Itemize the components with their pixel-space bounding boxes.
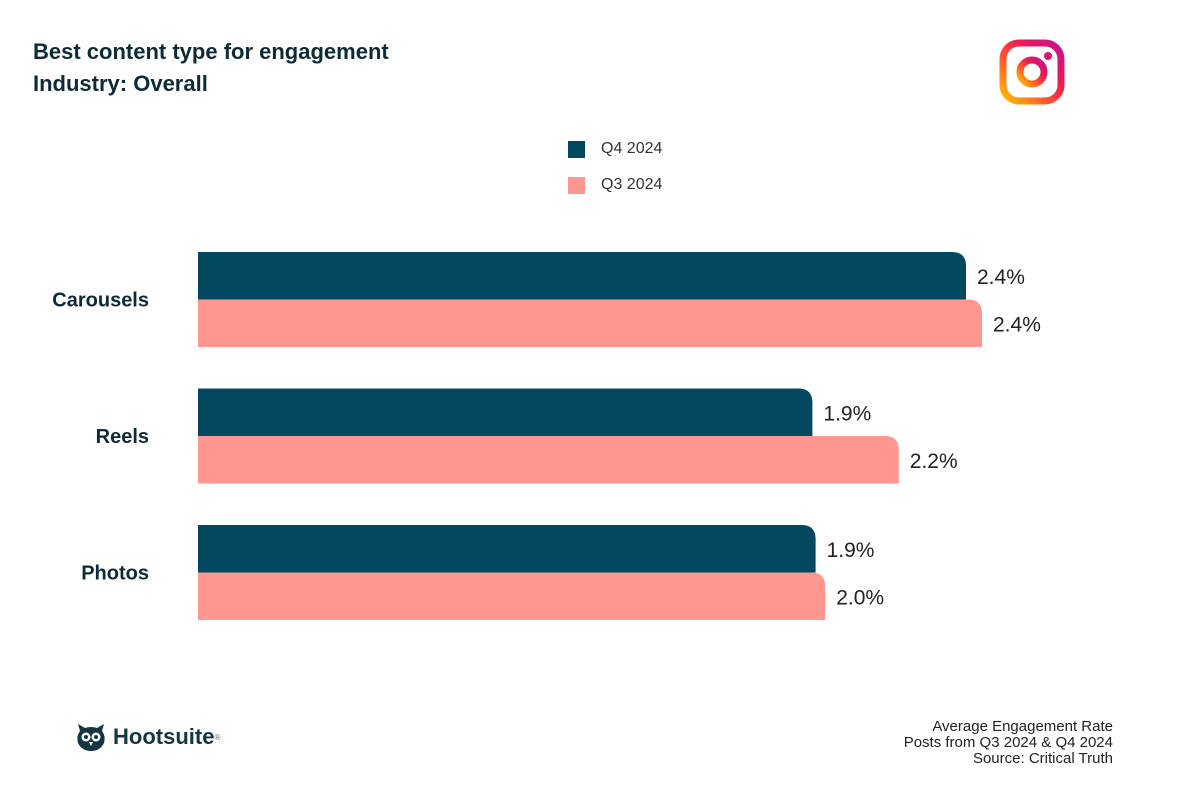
hootsuite-logo: Hootsuite ®	[75, 722, 220, 752]
data-label: 2.2%	[910, 450, 958, 473]
data-label: 1.9%	[823, 402, 871, 425]
bar-q4	[198, 388, 813, 436]
legend-label: Q3 2024	[601, 176, 663, 193]
bar-q4	[198, 525, 816, 573]
bar-q3	[198, 436, 899, 484]
subtitle: Industry: Overall	[33, 71, 208, 96]
legend-item-q4: Q4 2024	[568, 138, 662, 160]
title: Best content type for engagement	[33, 39, 389, 64]
category-label: Photos	[81, 563, 149, 585]
data-label: 2.0%	[836, 586, 884, 609]
footnote-line: Source: Critical Truth	[972, 750, 1113, 767]
category-label: Carousels	[52, 290, 149, 312]
owl-icon	[77, 724, 105, 751]
bar-q4	[198, 252, 966, 300]
footnote-line: Posts from Q3 2024 & Q4 2024	[903, 734, 1113, 751]
legend-item-q3: Q3 2024	[568, 174, 662, 196]
bar-q3	[198, 572, 826, 620]
legend: Q4 2024 Q3 2024	[568, 138, 662, 210]
legend-swatch	[568, 176, 585, 194]
data-label: 2.4%	[993, 313, 1041, 336]
category-label: Reels	[96, 426, 149, 448]
legend-swatch	[568, 140, 585, 158]
data-label: 2.4%	[977, 266, 1025, 289]
instagram-logo	[999, 39, 1065, 105]
data-label: 1.9%	[827, 539, 875, 562]
registered-mark: ®	[214, 732, 221, 742]
footnote: Average Engagement Rate Posts from Q3 20…	[904, 719, 1113, 767]
brand-name: Hootsuite	[113, 724, 215, 749]
bar-q3	[198, 299, 982, 347]
footnote-line: Average Engagement Rate	[932, 718, 1113, 735]
legend-label: Q4 2024	[601, 140, 663, 157]
chart-title: Best content type for engagement Industr…	[33, 36, 389, 100]
